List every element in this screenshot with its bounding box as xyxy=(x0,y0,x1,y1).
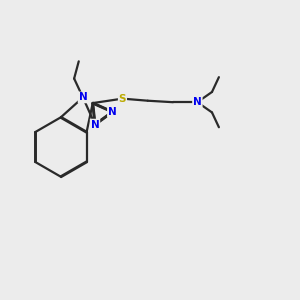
Text: N: N xyxy=(108,107,117,117)
Text: N: N xyxy=(79,92,87,102)
Text: N: N xyxy=(91,120,99,130)
Text: N: N xyxy=(108,107,117,117)
Text: S: S xyxy=(119,94,126,103)
Text: N: N xyxy=(193,97,202,107)
